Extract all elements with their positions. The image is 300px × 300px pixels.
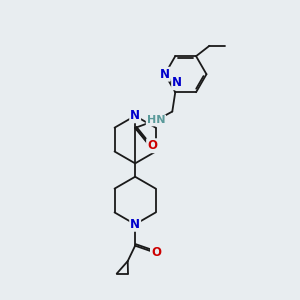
Text: N: N [130, 109, 140, 122]
Text: O: O [147, 139, 157, 152]
Text: N: N [160, 68, 170, 81]
Polygon shape [166, 44, 224, 102]
Text: N: N [130, 218, 140, 231]
Text: N: N [172, 76, 182, 89]
Text: HN: HN [147, 116, 165, 125]
Text: O: O [151, 246, 161, 259]
